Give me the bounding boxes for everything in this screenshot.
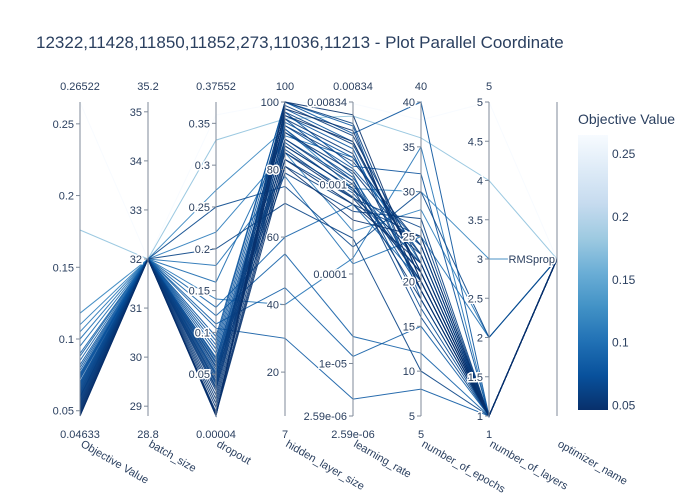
axis-range-max: 5: [486, 81, 492, 93]
tick-label: 34: [130, 156, 142, 168]
trial-line: [79, 158, 558, 418]
trial-line: [79, 165, 558, 418]
tick-label: 100: [261, 97, 279, 109]
tick-label: 4: [477, 176, 483, 188]
tick-label: 35: [403, 142, 415, 154]
axis-range-max: 100: [276, 81, 294, 93]
trial-line: [79, 185, 558, 390]
trial-line: [79, 258, 558, 417]
colorbar-gradient: [578, 135, 608, 410]
trial-line: [79, 114, 558, 418]
trial-lines: [79, 101, 558, 418]
colorbar-tick-label: 0.05: [612, 398, 636, 412]
colorbar-tick-label: 0.25: [612, 147, 636, 161]
axis-range-max: 0.26522: [60, 81, 100, 93]
tick-label: 0.0001: [313, 269, 347, 281]
axis-label: dropout: [215, 438, 253, 467]
colorbar-tick-label: 0.2: [612, 210, 629, 224]
tick-label: 3.5: [468, 215, 483, 227]
tick-label: 0.05: [189, 369, 210, 381]
tick-label: 0.1: [59, 334, 74, 346]
axis-range-max: 0.00834: [333, 81, 373, 93]
tick-label: 20: [403, 276, 415, 288]
trial-line: [79, 165, 558, 418]
tick-label: 31: [130, 303, 142, 315]
tick-label: 10: [403, 366, 415, 378]
colorbar-tick-label: 0.1: [612, 336, 629, 350]
axis-range-min: 2.59e-06: [331, 429, 374, 441]
tick-label: 0.15: [53, 262, 74, 274]
axis-range-min: 5: [418, 429, 424, 441]
tick-label: RMSprop: [509, 254, 555, 266]
tick-label: 30: [130, 352, 142, 364]
tick-label: 29: [130, 401, 142, 413]
tick-label: 33: [130, 205, 142, 217]
tick-label: 0.15: [189, 286, 210, 298]
trial-line: [79, 101, 558, 418]
tick-label: 1e-05: [319, 358, 347, 370]
tick-label: 1.5: [468, 372, 483, 384]
tick-label: 4.5: [468, 136, 483, 148]
axis-range-min: 7: [282, 429, 288, 441]
tick-label: 25: [403, 232, 415, 244]
tick-label: 1: [477, 411, 483, 423]
axis-label: learning_rate: [352, 438, 414, 481]
tick-label: 0.2: [195, 244, 210, 256]
colorbar-tick-label: 0.15: [612, 273, 636, 287]
axis-label: batch_size: [147, 438, 199, 475]
axis-range-min: 1: [486, 429, 492, 441]
tick-label: 0.25: [189, 202, 210, 214]
trial-line: [79, 158, 558, 418]
axis-range-max: 40: [415, 81, 427, 93]
tick-label: 32: [130, 254, 142, 266]
tick-label: 0.3: [195, 160, 210, 172]
tick-label: 30: [403, 187, 415, 199]
tick-label: 60: [267, 232, 279, 244]
trial-line: [79, 101, 558, 261]
tick-label: 5: [409, 411, 415, 423]
tick-label: 0.35: [189, 118, 210, 130]
axis-range-min: 0.00004: [196, 429, 236, 441]
tick-label: 3: [477, 254, 483, 266]
tick-label: 0.25: [53, 119, 74, 131]
tick-label: 20: [267, 367, 279, 379]
tick-label: 0.1: [195, 327, 210, 339]
tick-label: 40: [403, 97, 415, 109]
colorbar: Objective Value 0.25 0.2 0.15 0.1 0.05: [578, 111, 675, 412]
trial-line: [79, 175, 558, 340]
axis-range-max: 35.2: [137, 81, 158, 93]
tick-label: 0.2: [59, 191, 74, 203]
tick-label: 40: [267, 300, 279, 312]
tick-label: 0.00834: [307, 97, 347, 109]
tick-label: 5: [477, 97, 483, 109]
axis-range-max: 0.37552: [196, 81, 236, 93]
tick-label: 35: [130, 107, 142, 119]
tick-label: 15: [403, 321, 415, 333]
tick-label: 80: [267, 165, 279, 177]
colorbar-title: Objective Value: [578, 111, 675, 127]
axis-label: Objective Value: [79, 438, 151, 487]
trial-line: [79, 203, 558, 418]
tick-label: 0.001: [319, 179, 347, 191]
trial-line: [79, 253, 558, 417]
chart-title: 12322,11428,11850,11852,273,11036,11213 …: [36, 33, 564, 52]
tick-label: 2.5: [468, 293, 483, 305]
axis-range-min: 0.04633: [60, 429, 100, 441]
trial-line: [79, 128, 557, 314]
trial-line: [79, 145, 558, 418]
trial-line: [79, 202, 558, 417]
tick-label: 2: [477, 333, 483, 345]
axis-range-min: 28.8: [137, 429, 158, 441]
tick-label: 2.59e-06: [304, 411, 347, 423]
tick-label: 0.05: [53, 406, 74, 418]
